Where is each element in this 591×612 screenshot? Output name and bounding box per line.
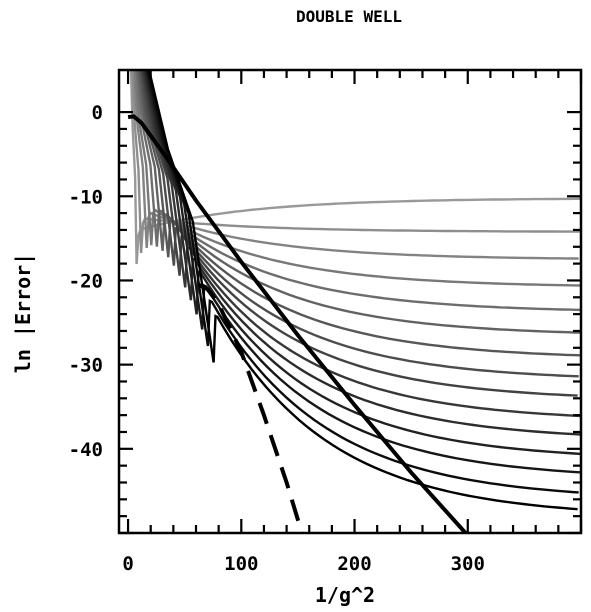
series-curve-6 <box>136 70 581 334</box>
series-curve-8 <box>139 70 579 378</box>
series-curve-4 <box>133 70 581 287</box>
series-curve-14 <box>146 70 579 494</box>
series-dashed-line <box>197 282 304 533</box>
plot-area <box>127 70 581 533</box>
y-tick-label: -10 <box>69 186 103 208</box>
x-axis-title: 1/g^2 <box>315 583 375 607</box>
series-curve-7 <box>138 70 580 357</box>
x-tick-label: 300 <box>451 553 485 575</box>
x-tick-label: 100 <box>224 553 258 575</box>
x-tick-label: 0 <box>122 553 133 575</box>
series-curve-10 <box>142 70 581 418</box>
tick-labels: 0 100 200 300 0 -10 -20 -30 -40 <box>69 102 485 575</box>
series-bold-line <box>127 114 469 533</box>
series-curve-9 <box>140 70 578 397</box>
y-tick-label: -40 <box>69 439 103 461</box>
y-axis-title: ln |Error| <box>11 253 35 373</box>
y-tick-label: -30 <box>69 355 103 377</box>
series-curve-15 <box>147 70 578 511</box>
series-curve-13 <box>145 70 580 474</box>
axis-ticks <box>119 70 583 535</box>
y-tick-label: -20 <box>69 270 103 292</box>
plot-frame <box>117 68 583 535</box>
y-tick-label: 0 <box>92 102 103 124</box>
chart-title: DOUBLE WELL <box>296 7 402 26</box>
series-curve-5 <box>135 70 581 312</box>
series-curve-11 <box>143 70 581 436</box>
x-tick-label: 200 <box>337 553 371 575</box>
series-curve-12 <box>144 70 581 456</box>
